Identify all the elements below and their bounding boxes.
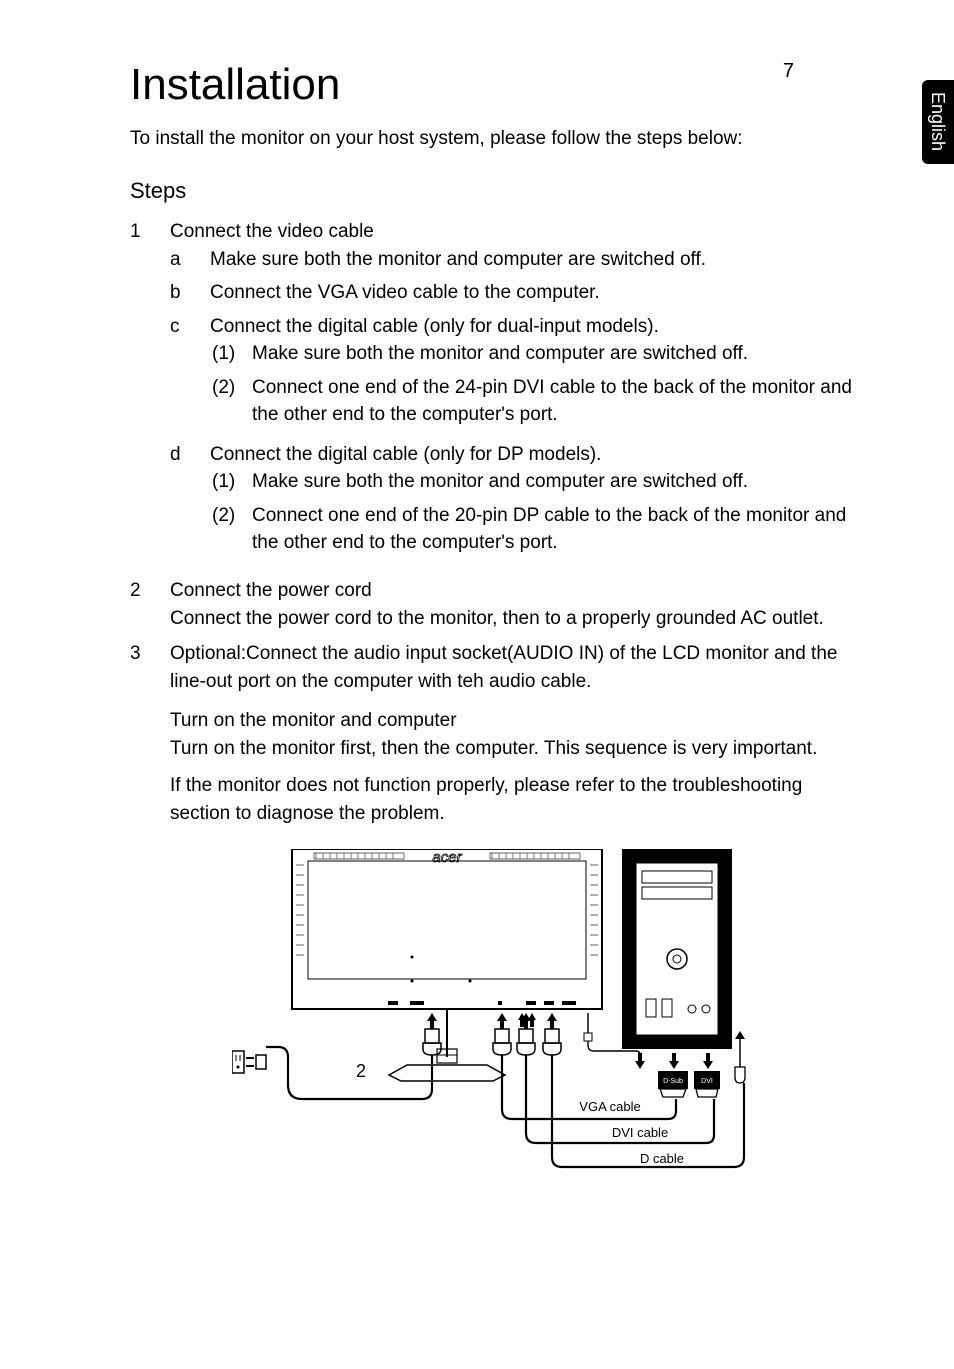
svg-text:DVI: DVI (701, 1078, 713, 1085)
step-1-title: Connect the video cable (170, 218, 854, 246)
steps-heading: Steps (130, 178, 854, 204)
step-1d-2: (2) Connect one end of the 20-pin DP cab… (212, 502, 854, 557)
svg-text:D-Sub: D-Sub (663, 1078, 683, 1085)
substep-letter: b (170, 279, 210, 307)
substep-text: Connect the digital cable (only for dual… (210, 313, 854, 341)
step-1c-1: (1) Make sure both the monitor and compu… (212, 340, 854, 368)
subsub-number: (1) (212, 340, 252, 368)
substep-text: Connect the digital cable (only for DP m… (210, 441, 854, 469)
subsub-text: Connect one end of the 24-pin DVI cable … (252, 374, 854, 429)
step-number: 2 (130, 577, 170, 632)
steps-content: 1 Connect the video cable a Make sure bo… (130, 218, 854, 827)
subsub-number: (1) (212, 468, 252, 496)
para-turnon-title: Turn on the monitor and computer (170, 710, 457, 731)
para-turnon-body: Turn on the monitor first, then the comp… (170, 738, 817, 759)
svg-text:acer: acer (432, 849, 462, 866)
substep-text: Make sure both the monitor and computer … (210, 246, 854, 274)
svg-text:D cable: D cable (640, 1151, 684, 1166)
page-title: Installation (130, 60, 854, 110)
subsub-text: Make sure both the monitor and computer … (252, 468, 854, 496)
svg-text:2: 2 (356, 1061, 366, 1081)
step-number: 1 (130, 218, 170, 569)
step-1d-1: (1) Make sure both the monitor and compu… (212, 468, 854, 496)
subsub-text: Make sure both the monitor and computer … (252, 340, 854, 368)
step-1c: c Connect the digital cable (only for du… (170, 313, 854, 435)
step-2-title: Connect the power cord (170, 580, 372, 601)
connection-diagram: acer D-Sub DVI 2 VGA cable DVI cable D cable (232, 849, 752, 1189)
subsub-number: (2) (212, 502, 252, 557)
step-number: 3 (130, 640, 170, 695)
svg-text:VGA cable: VGA cable (579, 1099, 640, 1114)
step-1a: a Make sure both the monitor and compute… (170, 246, 854, 274)
svg-text:DVI cable: DVI cable (612, 1125, 668, 1140)
step-1: 1 Connect the video cable a Make sure bo… (130, 218, 854, 569)
step-1d: d Connect the digital cable (only for DP… (170, 441, 854, 563)
step-2: 2 Connect the power cord Connect the pow… (130, 577, 854, 632)
substep-letter: a (170, 246, 210, 274)
step-3: 3 Optional:Connect the audio input socke… (130, 640, 854, 695)
para-troubleshoot: If the monitor does not function properl… (170, 772, 854, 827)
step-1c-2: (2) Connect one end of the 24-pin DVI ca… (212, 374, 854, 429)
para-turnon: Turn on the monitor and computer Turn on… (170, 707, 854, 762)
subsub-text: Connect one end of the 20-pin DP cable t… (252, 502, 854, 557)
substep-letter: c (170, 313, 210, 435)
language-tab: English (922, 80, 954, 164)
step-2-body: Connect the power cord to the monitor, t… (170, 608, 824, 629)
substep-letter: d (170, 441, 210, 563)
intro-text: To install the monitor on your host syst… (130, 128, 854, 150)
step-3-body: Optional:Connect the audio input socket(… (170, 640, 854, 695)
step-1b: b Connect the VGA video cable to the com… (170, 279, 854, 307)
substep-text: Connect the VGA video cable to the compu… (210, 279, 854, 307)
page-number: 7 (783, 60, 794, 83)
subsub-number: (2) (212, 374, 252, 429)
